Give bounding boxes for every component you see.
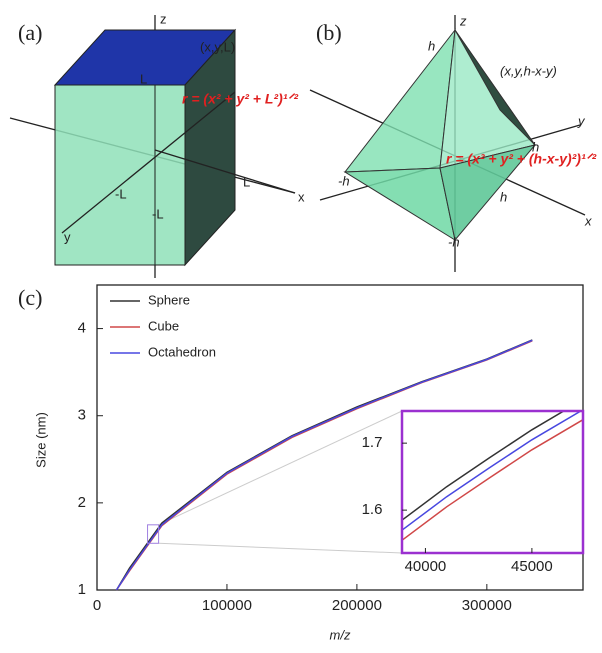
panel-label: (c) xyxy=(18,285,42,310)
octahedron-diagram xyxy=(309,15,586,272)
legend-label: Octahedron xyxy=(148,344,216,359)
inset-region xyxy=(147,524,160,544)
y-tick-label: 2 xyxy=(78,494,86,511)
x-axis-label: m/z xyxy=(330,627,351,642)
axis xyxy=(61,91,236,234)
face xyxy=(343,167,456,242)
diagram-label: -L xyxy=(152,206,164,221)
y-tick-label: 1.7 xyxy=(362,434,383,451)
diagram-label: (x,y,h-x-y) xyxy=(500,63,557,78)
diagram-label: -h xyxy=(338,173,350,188)
diagram-label: x xyxy=(298,189,305,204)
connector xyxy=(158,542,403,554)
inset-plot xyxy=(402,411,583,541)
diagram-label: h xyxy=(532,139,539,154)
face xyxy=(343,28,456,173)
cube-diagram xyxy=(9,15,296,278)
y-tick-label: 3 xyxy=(78,407,86,424)
diagram-label: (x,y,L) xyxy=(200,39,235,54)
axis xyxy=(154,149,296,194)
face xyxy=(454,29,536,146)
equation: r = (x² + y² + (h-x-y)²)¹ᐟ² xyxy=(446,151,597,167)
x-tick-label: 300000 xyxy=(462,597,512,614)
y-tick-label: 1 xyxy=(78,581,86,598)
diagram-label: z xyxy=(459,13,467,28)
y-axis-label: Size (nm) xyxy=(33,412,48,468)
x-tick-label: 0 xyxy=(93,597,101,614)
diagram-label: -h xyxy=(448,234,460,249)
diagram-label: h xyxy=(428,38,435,53)
equation: r = (x² + y² + L²)¹ᐟ² xyxy=(182,91,298,107)
face xyxy=(439,28,536,169)
legend-label: Sphere xyxy=(148,292,190,307)
x-tick-label: 40000 xyxy=(405,558,447,575)
panel-label: (a) xyxy=(18,20,42,45)
diagram-label: L xyxy=(243,174,250,189)
x-tick-label: 200000 xyxy=(332,597,382,614)
cube-front xyxy=(54,84,186,266)
panel-label: (b) xyxy=(316,20,342,45)
diagram-label: y xyxy=(577,113,586,128)
inset-frame xyxy=(400,409,585,555)
x-tick-label: 100000 xyxy=(202,597,252,614)
series-line xyxy=(402,411,566,521)
diagram-label: -L xyxy=(115,186,127,201)
diagram-label: z xyxy=(160,11,167,26)
connector xyxy=(158,410,403,526)
face xyxy=(439,144,537,242)
diagram-label: h xyxy=(500,189,507,204)
y-tick-label: 1.6 xyxy=(362,501,383,518)
series-line xyxy=(115,339,533,591)
legend-label: Cube xyxy=(148,318,179,333)
diagram-label: L xyxy=(140,71,147,86)
y-tick-label: 4 xyxy=(78,320,86,337)
x-tick-label: 45000 xyxy=(511,558,553,575)
inset-bg xyxy=(402,411,583,553)
series-line xyxy=(402,411,583,531)
diagram-label: x xyxy=(584,213,592,228)
series-line xyxy=(402,419,583,541)
diagram-label: y xyxy=(64,229,71,244)
